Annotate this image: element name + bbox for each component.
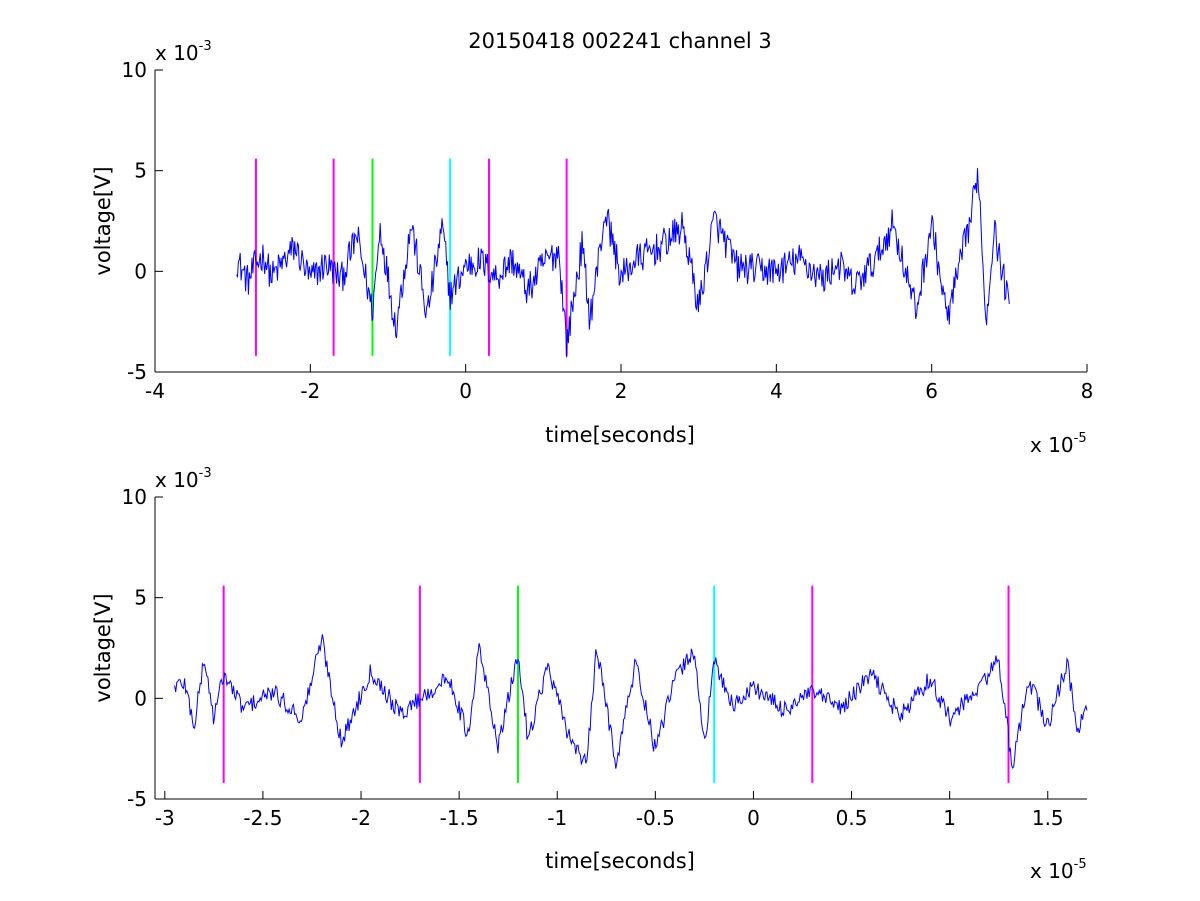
y-tick-label: -5 bbox=[127, 787, 147, 811]
y-multiplier: x 10-3 bbox=[155, 466, 212, 492]
x-tick-label: 1.5 bbox=[1032, 806, 1064, 830]
chart-title: 20150418 002241 channel 3 bbox=[468, 29, 772, 53]
x-tick-label: -3 bbox=[155, 806, 175, 830]
event-markers bbox=[222, 585, 1010, 783]
y-tick-label: 0 bbox=[134, 686, 147, 710]
y-tick-label: 5 bbox=[134, 159, 147, 183]
y-tick-label: 5 bbox=[134, 586, 147, 610]
x-tick-label: 2 bbox=[615, 379, 628, 403]
y-tick-label: 10 bbox=[122, 58, 147, 82]
x-tick-label: 8 bbox=[1081, 379, 1094, 403]
x-tick-label: -4 bbox=[145, 379, 165, 403]
y-multiplier: x 10-3 bbox=[155, 39, 212, 65]
y-ticks: -5 0 5 10 bbox=[122, 58, 163, 384]
y-tick-label: 0 bbox=[134, 259, 147, 283]
x-tick-label: 6 bbox=[925, 379, 938, 403]
y-tick-label: 10 bbox=[122, 485, 147, 509]
x-tick-label: 1 bbox=[943, 806, 956, 830]
x-tick-label: -0.5 bbox=[636, 806, 675, 830]
x-tick-label: -1.5 bbox=[440, 806, 479, 830]
x-tick-label: -1 bbox=[547, 806, 567, 830]
x-tick-label: -2 bbox=[300, 379, 320, 403]
x-tick-label: 0 bbox=[459, 379, 472, 403]
y-axis-label: voltage[V] bbox=[91, 166, 115, 275]
x-tick-label: 0 bbox=[747, 806, 760, 830]
y-ticks: -5 0 5 10 bbox=[122, 485, 163, 811]
x-tick-label: 4 bbox=[770, 379, 783, 403]
x-multiplier: x 10-5 bbox=[1030, 431, 1087, 457]
y-axis-label: voltage[V] bbox=[91, 593, 115, 702]
x-tick-label: -2 bbox=[351, 806, 371, 830]
x-ticks: -3 -2.5 -2 -1.5 -1 -0.5 0 0.5 1 1.5 bbox=[155, 791, 1064, 830]
top-plot: -4 -2 0 2 4 6 8 -5 0 5 10 time[seconds] voltage[V… bbox=[91, 39, 1093, 457]
event-markers bbox=[254, 158, 568, 356]
x-tick-label: -2.5 bbox=[243, 806, 282, 830]
voltage-trace bbox=[174, 634, 1088, 770]
x-ticks: -4 -2 0 2 4 6 8 bbox=[145, 364, 1093, 403]
x-axis-label: time[seconds] bbox=[545, 849, 695, 873]
y-tick-label: -5 bbox=[127, 360, 147, 384]
x-axis-label: time[seconds] bbox=[545, 423, 695, 447]
voltage-trace bbox=[236, 168, 1010, 358]
bottom-plot: -3 -2.5 -2 -1.5 -1 -0.5 0 0.5 1 1.5 -5 0 5 10 time[s… bbox=[91, 466, 1088, 883]
x-tick-label: 0.5 bbox=[836, 806, 868, 830]
x-multiplier: x 10-5 bbox=[1030, 857, 1087, 883]
